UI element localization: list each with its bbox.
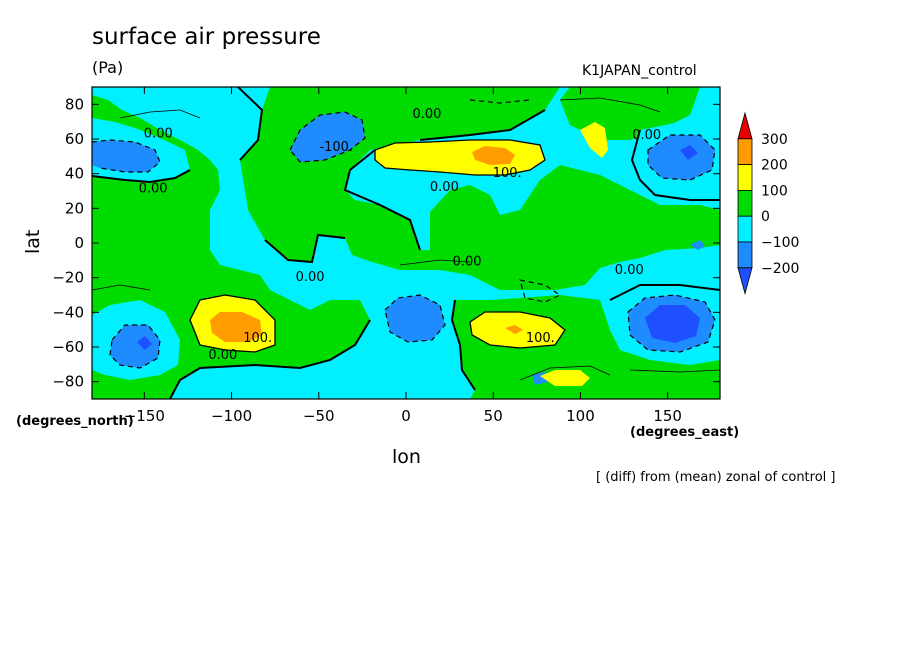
y-tick-label: −60: [52, 338, 84, 356]
colorbar-bottom-arrow: [737, 267, 753, 296]
colorbar-level-label: 300: [761, 132, 788, 148]
y-tick-label: 40: [65, 165, 84, 183]
y-tick-label: −80: [52, 373, 84, 391]
fill-minus200-southwest: [110, 325, 160, 368]
colorbar-segment: [737, 164, 753, 191]
contour-lines: [92, 87, 720, 399]
contour-label: 100.: [493, 166, 522, 181]
x-tick-label: −150: [124, 407, 165, 425]
x-tick-label: −100: [211, 407, 252, 425]
colorbar-level-label: −100: [761, 235, 799, 251]
fill-minus200-northwest: [92, 140, 160, 172]
y-axis-units: (degrees_north): [16, 414, 134, 429]
contour-fill-area: [92, 87, 720, 399]
contour-label: 0.00: [144, 126, 173, 141]
y-tick-label: 80: [65, 95, 84, 113]
chart-units: (Pa): [92, 58, 124, 77]
contour-label: -100.: [319, 140, 353, 155]
colorbar-level-label: 100: [761, 183, 788, 199]
y-tick-label: 20: [65, 199, 84, 217]
contour-label: 0.00: [412, 107, 441, 122]
x-tick-label: 0: [401, 407, 411, 425]
contour-label: 0.00: [453, 255, 482, 270]
y-tick-label: 60: [65, 130, 84, 148]
contour-label: 0.00: [430, 180, 459, 195]
fill-100-200-northeast: [580, 122, 608, 158]
colorbar-level-label: −200: [761, 261, 799, 277]
fill-minus200-north-central: [290, 112, 365, 162]
thin-contour-line: [92, 97, 720, 381]
y-axis: −80 −60 −40 −20 0 20 40 60 80: [52, 95, 720, 391]
fill-200-300-southwest: [210, 312, 262, 342]
fill-below-minus200-east-north: [680, 145, 698, 160]
y-tick-label: 0: [74, 234, 84, 252]
zero-contour-line: [92, 87, 720, 399]
fill-200-300-north: [472, 146, 515, 165]
footnote: [ (diff) from (mean) zonal of control ]: [596, 470, 836, 485]
fill-below-minus200-east-south: [645, 305, 700, 343]
x-axis-label: lon: [392, 446, 421, 468]
colorbar-segment: [737, 241, 753, 269]
dataset-label: K1JAPAN_control: [582, 63, 697, 79]
fill-minus200-south-central: [385, 295, 445, 342]
colorbar-level-label: 200: [761, 158, 788, 174]
colorbar-segment: [737, 138, 753, 166]
contour-label: 0.00: [632, 128, 661, 143]
negative-contour-line: [92, 99, 716, 369]
colorbar-segment: [737, 215, 753, 243]
x-tick-label: −50: [303, 407, 335, 425]
x-axis: −150 −100 −50 0 50 100 150: [124, 87, 682, 425]
x-tick-label: 150: [653, 407, 682, 425]
contour-label: 0.00: [615, 263, 644, 278]
fill-100-200-south: [540, 370, 590, 386]
contour-label: 0.00: [208, 348, 237, 363]
plus100-contour-line: [189, 139, 566, 353]
colorbar: 300 200 100 0 −100 −200: [737, 111, 799, 296]
fill-below-minus200-southwest: [137, 336, 152, 350]
colorbar-level-label: 0: [761, 209, 770, 225]
fill-200-300-south-central: [505, 325, 523, 334]
colorbar-segment: [737, 189, 753, 217]
y-tick-label: −20: [52, 269, 84, 287]
contour-label: 100.: [526, 331, 555, 346]
y-tick-label: −40: [52, 303, 84, 321]
contour-label: 0.00: [139, 182, 168, 197]
contour-label: 100.: [243, 331, 272, 346]
contour-label-group: 0.00 0.00 -100. 0.00 100. 0.00 0.00 0.00 0.00 0.0…: [139, 107, 662, 363]
chart-title: surface air pressure: [92, 24, 321, 50]
contour-label: 0.00: [296, 270, 325, 285]
fill-minus200-small-east: [690, 240, 705, 250]
colorbar-top-arrow: [737, 111, 753, 140]
x-tick-label: 100: [566, 407, 595, 425]
fill-minus200-east-north: [648, 135, 715, 180]
x-axis-units: (degrees_east): [630, 425, 740, 440]
x-tick-label: 50: [484, 407, 503, 425]
